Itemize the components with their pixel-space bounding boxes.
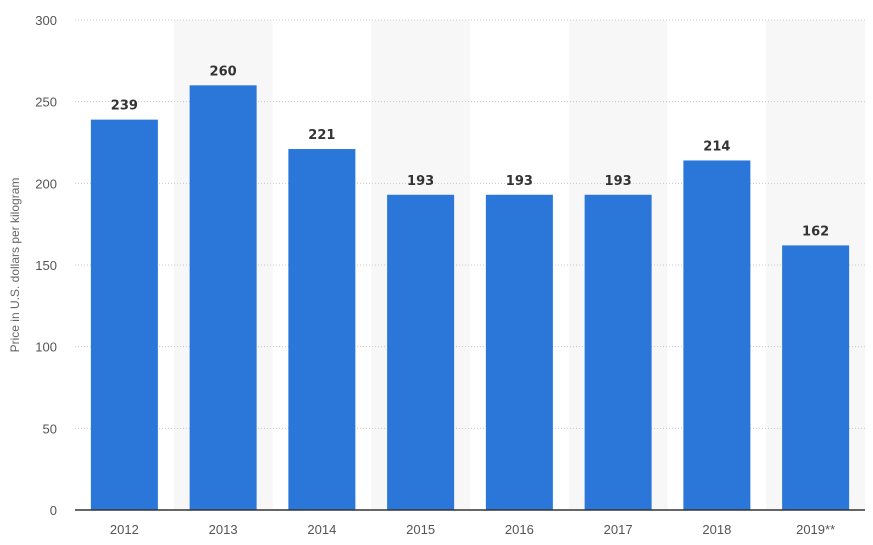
y-tick-label: 300 <box>35 13 57 28</box>
y-tick-label: 100 <box>35 340 57 355</box>
bar <box>485 194 553 510</box>
bar <box>683 160 751 510</box>
y-tick-label: 200 <box>35 176 57 191</box>
x-tick-label: 2017 <box>604 522 633 537</box>
x-tick-label: 2012 <box>110 522 139 537</box>
x-tick-label: 2018 <box>702 522 731 537</box>
bar-value-label: 239 <box>111 99 138 114</box>
x-tick-label: 2015 <box>406 522 435 537</box>
bar-value-label: 193 <box>605 174 632 189</box>
x-tick-label: 2016 <box>505 522 534 537</box>
bar-value-label: 162 <box>802 224 829 239</box>
y-axis-label: Price in U.S. dollars per kilogram <box>8 177 22 353</box>
bar-value-label: 260 <box>210 64 237 79</box>
y-tick-label: 250 <box>35 95 57 110</box>
bar-value-label: 214 <box>703 139 730 154</box>
bar <box>782 245 850 510</box>
bar-value-label: 221 <box>308 128 335 143</box>
x-tick-label: 2019** <box>796 522 835 537</box>
bar-value-label: 193 <box>506 174 533 189</box>
y-tick-label: 0 <box>50 503 57 518</box>
x-tick-label: 2013 <box>209 522 238 537</box>
bar-value-label: 193 <box>407 174 434 189</box>
y-tick-label: 50 <box>43 421 57 436</box>
x-tick-label: 2014 <box>307 522 336 537</box>
bar <box>189 85 257 510</box>
y-tick-label: 150 <box>35 258 57 273</box>
bar <box>288 149 356 511</box>
bar <box>387 194 455 510</box>
bar <box>584 194 652 510</box>
bar <box>90 119 158 510</box>
